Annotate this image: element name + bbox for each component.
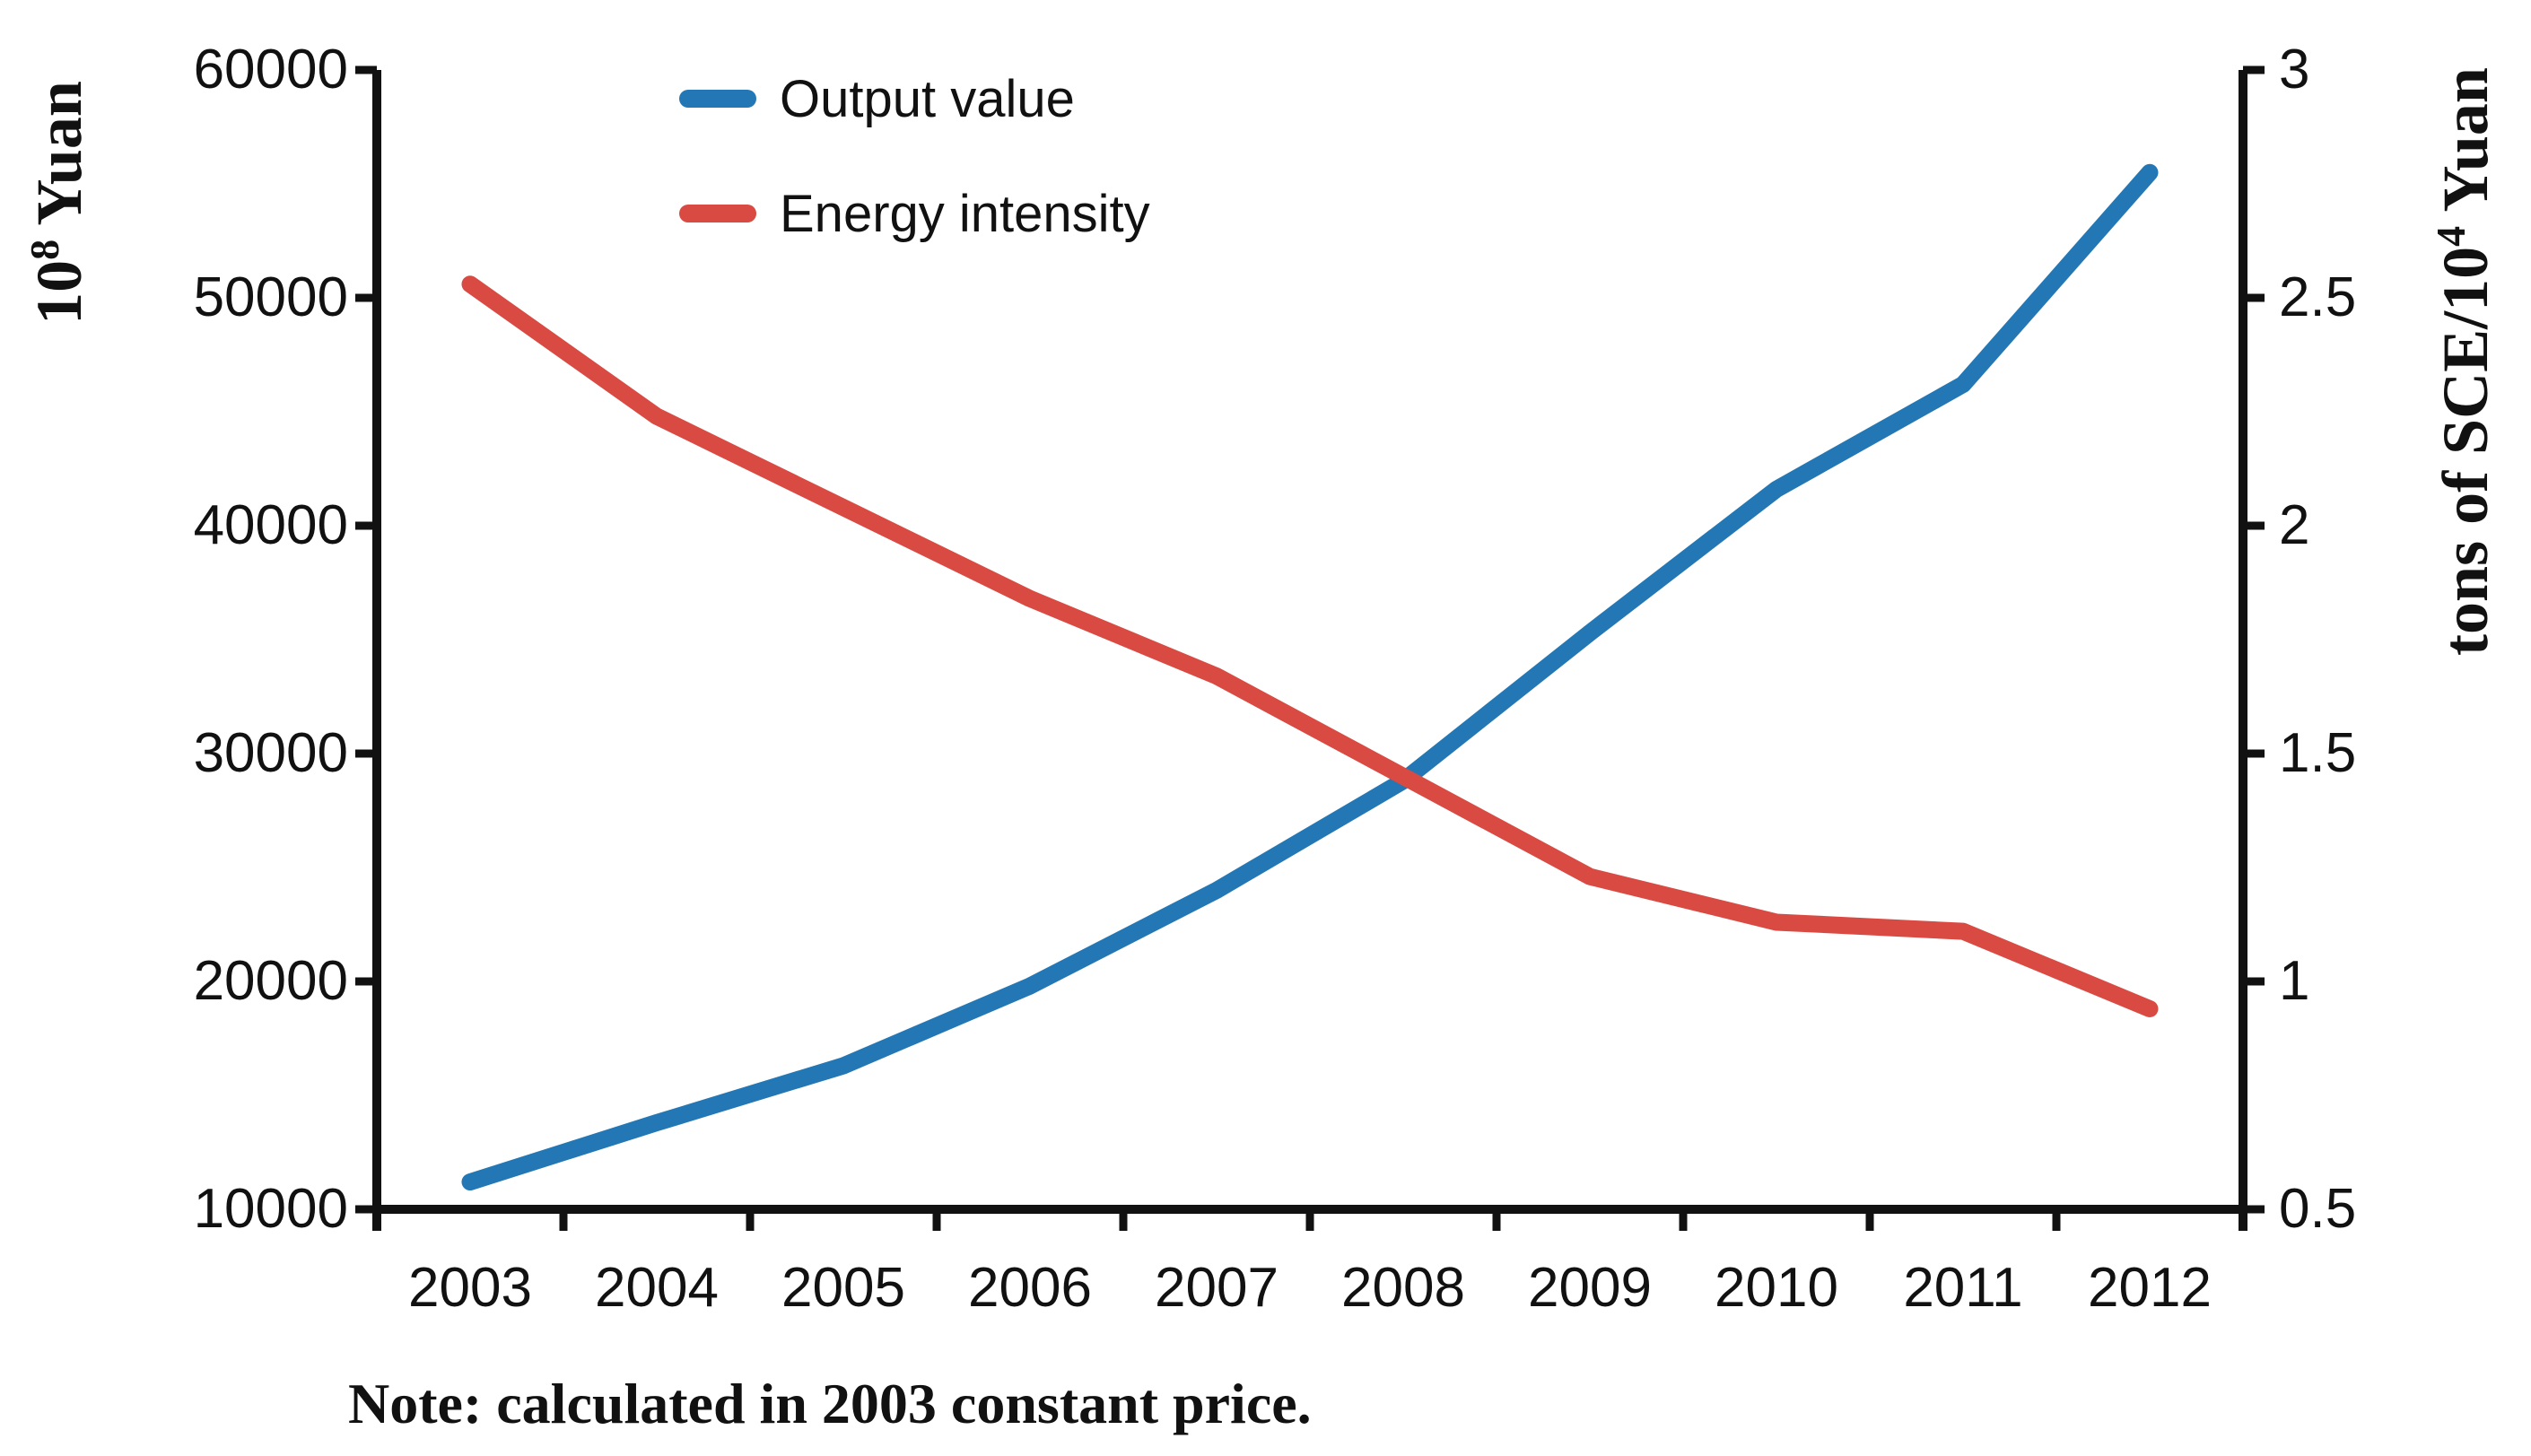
left-axis-title: 108 Yuan <box>17 0 101 517</box>
y-axis-left-tick-label: 30000 <box>193 722 348 784</box>
y-axis-left-tick-label: 50000 <box>193 266 348 328</box>
x-axis-tick-label: 2010 <box>1715 1257 1838 1319</box>
output-value-line <box>461 163 2159 1191</box>
y-axis-right-tick-label: 2 <box>2279 494 2310 556</box>
y-axis-right-tick-label: 1.5 <box>2279 722 2357 784</box>
x-axis-tick-label: 2009 <box>1528 1257 1652 1319</box>
x-axis-tick-label: 2003 <box>408 1257 532 1319</box>
x-axis-tick-label: 2007 <box>1155 1257 1279 1319</box>
y-axis-right-tick-label: 2.5 <box>2279 266 2357 328</box>
x-axis-tick-label: 2011 <box>1903 1257 2023 1319</box>
legend-item-energy-intensity: Energy intensity <box>679 184 1150 243</box>
x-axis-tick-label: 2006 <box>968 1257 1092 1319</box>
y-axis-left-tick-label: 20000 <box>193 950 348 1012</box>
energy-intensity-line <box>461 275 2159 1017</box>
right-axis-title-rest: Yuan <box>2430 67 2501 226</box>
left-axis-title-rest: Yuan <box>23 81 95 240</box>
left-axis-title-base: 10 <box>23 259 95 325</box>
legend-label-energy-intensity: Energy intensity <box>780 184 1150 243</box>
y-axis-left-tick-label: 60000 <box>193 39 348 100</box>
right-axis-title-base: tons of SCE/10 <box>2430 246 2501 656</box>
y-axis-right-tick-label: 1 <box>2279 950 2310 1012</box>
left-axis-title-superscript: 8 <box>21 239 67 260</box>
output-value-legend-swatch <box>679 90 756 108</box>
legend-item-output-value: Output value <box>679 69 1075 128</box>
energy-intensity-legend-swatch <box>679 205 756 222</box>
x-axis-tick-label: 2005 <box>781 1257 905 1319</box>
y-axis-right-tick-label: 3 <box>2279 39 2310 100</box>
x-axis-tick-label: 2012 <box>2088 1257 2212 1319</box>
right-axis-title-superscript: 4 <box>2427 225 2474 247</box>
y-axis-left-tick-label: 40000 <box>193 494 348 556</box>
x-axis-tick-label: 2004 <box>595 1257 719 1319</box>
y-axis-left-tick-label: 10000 <box>193 1178 348 1240</box>
x-axis-tick-label: 2008 <box>1341 1257 1465 1319</box>
right-axis-title: tons of SCE/104 Yuan <box>2423 0 2508 765</box>
chart-note: Note: calculated in 2003 constant price. <box>348 1372 1312 1435</box>
legend-label-output-value: Output value <box>780 69 1075 128</box>
y-axis-right-tick-label: 0.5 <box>2279 1178 2357 1240</box>
